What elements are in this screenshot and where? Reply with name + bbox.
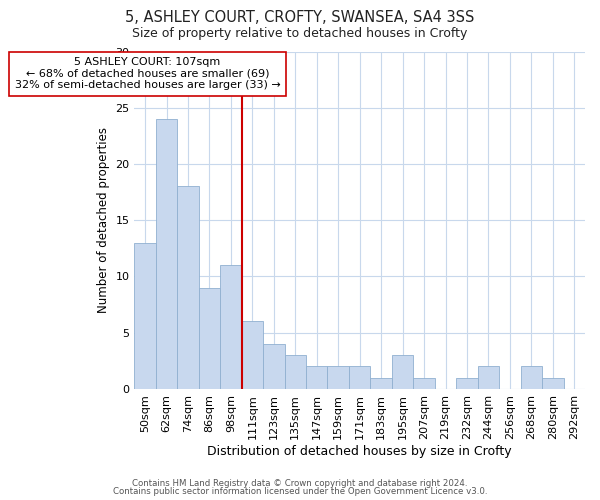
Text: Contains HM Land Registry data © Crown copyright and database right 2024.: Contains HM Land Registry data © Crown c… bbox=[132, 478, 468, 488]
Bar bbox=[220, 265, 242, 389]
Bar bbox=[328, 366, 349, 389]
Text: 5 ASHLEY COURT: 107sqm
← 68% of detached houses are smaller (69)
32% of semi-det: 5 ASHLEY COURT: 107sqm ← 68% of detached… bbox=[14, 57, 280, 90]
Text: 5, ASHLEY COURT, CROFTY, SWANSEA, SA4 3SS: 5, ASHLEY COURT, CROFTY, SWANSEA, SA4 3S… bbox=[125, 10, 475, 25]
Y-axis label: Number of detached properties: Number of detached properties bbox=[97, 127, 110, 313]
Text: Contains public sector information licensed under the Open Government Licence v3: Contains public sector information licen… bbox=[113, 487, 487, 496]
Bar bbox=[392, 355, 413, 389]
Bar bbox=[199, 288, 220, 389]
Bar bbox=[521, 366, 542, 389]
Bar bbox=[413, 378, 435, 389]
Bar bbox=[263, 344, 284, 389]
Bar bbox=[349, 366, 370, 389]
Bar bbox=[134, 242, 156, 389]
Bar bbox=[370, 378, 392, 389]
Text: Size of property relative to detached houses in Crofty: Size of property relative to detached ho… bbox=[133, 28, 467, 40]
Bar bbox=[478, 366, 499, 389]
Bar bbox=[456, 378, 478, 389]
Bar bbox=[242, 322, 263, 389]
Bar bbox=[306, 366, 328, 389]
Bar bbox=[542, 378, 563, 389]
Bar bbox=[156, 119, 177, 389]
Bar bbox=[284, 355, 306, 389]
X-axis label: Distribution of detached houses by size in Crofty: Distribution of detached houses by size … bbox=[208, 444, 512, 458]
Bar bbox=[177, 186, 199, 389]
